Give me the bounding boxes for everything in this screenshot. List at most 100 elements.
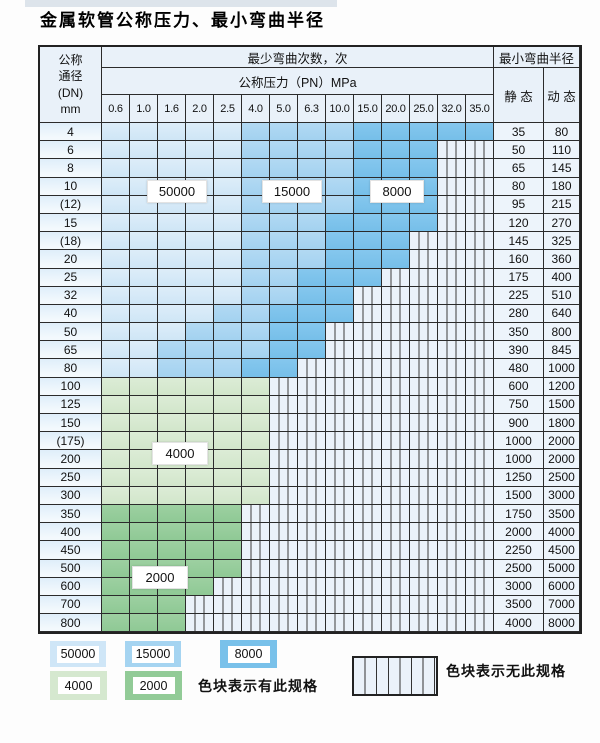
no-spec-cell xyxy=(354,614,382,633)
legend-swatch-4000: 4000 xyxy=(50,671,107,700)
no-spec-cell xyxy=(382,323,410,342)
spec-cell xyxy=(242,486,270,505)
spec-cell xyxy=(214,341,242,360)
no-spec-cell xyxy=(298,541,326,560)
no-spec-cell xyxy=(270,377,298,396)
no-spec-cell xyxy=(382,414,410,433)
spec-cell xyxy=(102,359,130,378)
legend-swatch-value: 2000 xyxy=(132,677,175,694)
spec-cell xyxy=(410,123,438,142)
spec-cell xyxy=(382,213,410,233)
spec-cell xyxy=(186,486,214,505)
spec-cell xyxy=(186,141,214,160)
region-value-label: 2000 xyxy=(132,566,188,589)
spec-cell xyxy=(242,159,270,178)
no-spec-cell xyxy=(438,595,466,615)
no-spec-cell xyxy=(410,359,438,378)
no-spec-cell xyxy=(242,523,270,542)
no-spec-cell xyxy=(354,377,382,396)
no-spec-cell xyxy=(410,541,438,560)
static-radius-cell: 1000 xyxy=(494,432,544,451)
no-spec-cell xyxy=(466,577,494,596)
pressure-tick: 20.0 xyxy=(382,95,410,123)
pressure-tick: 4.0 xyxy=(242,95,270,123)
spec-cell xyxy=(130,395,158,414)
spec-cell xyxy=(130,250,158,269)
dynamic-radius-cell: 180 xyxy=(544,177,580,196)
no-spec-cell xyxy=(270,614,298,633)
static-radius-cell: 65 xyxy=(494,159,544,178)
dn-cell: 400 xyxy=(40,523,102,542)
static-header: 静 态 xyxy=(494,68,544,123)
no-spec-cell xyxy=(382,304,410,324)
no-spec-cell xyxy=(466,268,494,287)
no-spec-cell xyxy=(410,577,438,596)
static-radius-cell: 4000 xyxy=(494,614,544,633)
spec-cell xyxy=(186,304,214,324)
scan-artifact-strip xyxy=(25,0,337,7)
no-spec-cell xyxy=(466,614,494,633)
dynamic-radius-cell: 1000 xyxy=(544,359,580,378)
spec-cell xyxy=(298,141,326,160)
spec-cell xyxy=(242,232,270,251)
no-spec-cell xyxy=(438,414,466,433)
spec-cell xyxy=(158,359,186,378)
spec-cell xyxy=(214,323,242,342)
spec-cell xyxy=(186,377,214,396)
no-spec-cell xyxy=(438,577,466,596)
spec-cell xyxy=(186,232,214,251)
no-spec-cell xyxy=(326,341,354,360)
static-radius-cell: 175 xyxy=(494,268,544,287)
static-radius-cell: 80 xyxy=(494,177,544,196)
radius-header: 最小弯曲半径 xyxy=(494,47,580,68)
spec-cell xyxy=(214,232,242,251)
no-spec-cell xyxy=(298,504,326,524)
no-spec-cell xyxy=(438,523,466,542)
spec-cell xyxy=(242,286,270,305)
no-spec-cell xyxy=(410,341,438,360)
spec-cell xyxy=(270,323,298,342)
static-radius-cell: 225 xyxy=(494,286,544,305)
no-spec-cell xyxy=(270,432,298,451)
no-spec-cell xyxy=(410,304,438,324)
spec-cell xyxy=(102,595,130,615)
no-spec-cell xyxy=(326,323,354,342)
static-radius-cell: 3500 xyxy=(494,595,544,615)
no-spec-cell xyxy=(438,286,466,305)
spec-cell xyxy=(130,595,158,615)
spec-cell xyxy=(102,450,130,469)
spec-cell xyxy=(186,250,214,269)
spec-cell xyxy=(130,504,158,524)
spec-cell xyxy=(102,177,130,196)
no-spec-cell xyxy=(466,559,494,578)
no-spec-cell xyxy=(270,541,298,560)
no-spec-cell xyxy=(410,377,438,396)
no-spec-cell xyxy=(438,450,466,469)
spec-cell xyxy=(102,232,130,251)
spec-cell xyxy=(102,523,130,542)
spec-cell xyxy=(242,359,270,378)
pressure-tick: 32.0 xyxy=(438,95,466,123)
spec-cell xyxy=(186,559,214,578)
no-spec-cell xyxy=(438,250,466,269)
dn-cell: 8 xyxy=(40,159,102,178)
spec-cell xyxy=(186,323,214,342)
spec-cell xyxy=(158,377,186,396)
static-radius-cell: 1750 xyxy=(494,504,544,524)
spec-cell xyxy=(214,286,242,305)
dn-cell: 300 xyxy=(40,486,102,505)
no-spec-cell xyxy=(382,595,410,615)
spec-cell xyxy=(102,432,130,451)
no-spec-cell xyxy=(354,577,382,596)
spec-cell xyxy=(158,232,186,251)
spec-cell xyxy=(242,304,270,324)
dynamic-radius-cell: 3000 xyxy=(544,486,580,505)
pressure-tick: 2.0 xyxy=(186,95,214,123)
spec-cell xyxy=(102,395,130,414)
no-spec-cell xyxy=(326,523,354,542)
spec-cell xyxy=(102,268,130,287)
region-value-label: 8000 xyxy=(370,180,424,203)
spec-cell xyxy=(102,141,130,160)
no-spec-cell xyxy=(298,359,326,378)
